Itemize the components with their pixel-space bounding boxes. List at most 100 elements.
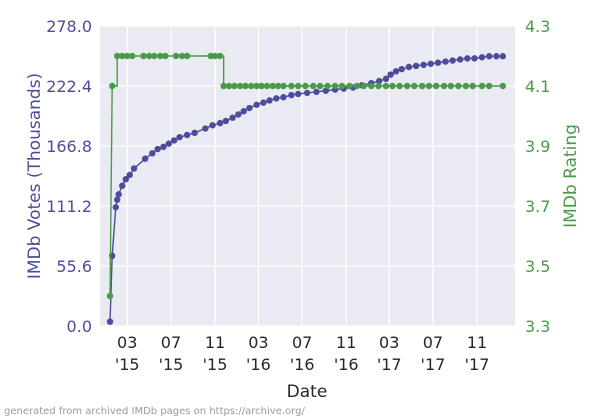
x-tick-label-month: 07 <box>423 333 443 352</box>
votes-point <box>191 129 198 137</box>
rating-point <box>485 82 493 90</box>
rating-point <box>248 82 255 90</box>
votes-point <box>280 94 287 101</box>
votes-point <box>449 57 456 64</box>
votes-point <box>126 171 133 179</box>
rating-point <box>288 82 295 90</box>
votes-point <box>122 176 130 183</box>
votes-point <box>160 143 167 151</box>
y-right-tick-label: 3.7 <box>525 197 550 216</box>
votes-point <box>246 104 253 112</box>
rating-point <box>396 82 403 90</box>
rating-point <box>425 82 433 90</box>
votes-point <box>253 101 260 108</box>
votes-point <box>266 97 273 104</box>
votes-point <box>434 59 442 66</box>
rating-point <box>389 82 396 90</box>
rating-point <box>353 82 361 90</box>
votes-point <box>165 140 173 147</box>
rating-point <box>231 82 238 90</box>
x-tick-label-year: '17 <box>377 355 402 374</box>
rating-point <box>114 52 121 60</box>
votes-point <box>420 61 427 69</box>
x-tick-label-month: 03 <box>117 333 137 352</box>
rating-point <box>368 82 375 90</box>
rating-point <box>310 82 317 90</box>
rating-point <box>220 82 227 90</box>
votes-point <box>442 58 449 65</box>
x-tick-label-month: 07 <box>161 333 181 352</box>
votes-point <box>499 53 507 60</box>
rating-point <box>124 52 131 60</box>
y-left-tick-label: 55.6 <box>56 257 92 276</box>
x-tick-label-year: '15 <box>203 355 228 374</box>
votes-point <box>313 88 320 96</box>
tick-labels: 0.0 55.6 111.2 166.8 222.4 278.0 3.3 3.5 3.7 3.9 4… <box>46 17 550 374</box>
votes-point <box>405 63 413 71</box>
x-tick-label-year: '16 <box>290 355 315 374</box>
votes-point <box>375 77 383 85</box>
votes-point <box>114 196 121 203</box>
votes-point <box>183 131 191 139</box>
votes-point <box>485 53 493 60</box>
rating-point <box>338 82 346 90</box>
rating-point <box>346 82 353 90</box>
y-right-tick-label: 3.3 <box>525 317 550 336</box>
votes-point <box>222 117 229 125</box>
y-right-tick-label: 3.5 <box>525 257 550 276</box>
x-tick-label-year: '15 <box>115 355 140 374</box>
rating-point <box>499 82 507 90</box>
votes-point <box>412 62 420 70</box>
rating-point <box>150 52 158 60</box>
votes-point <box>456 56 464 63</box>
votes-point <box>202 125 209 132</box>
y-right-tick-label: 4.1 <box>525 77 550 96</box>
votes-point <box>106 318 114 325</box>
x-axis-label: Date <box>287 382 328 402</box>
rating-point <box>440 82 448 90</box>
rating-point <box>331 82 339 90</box>
votes-point <box>141 155 149 162</box>
rating-point <box>145 52 153 60</box>
rating-point <box>183 52 191 60</box>
votes-point <box>294 90 302 98</box>
y-left-tick-label: 111.2 <box>46 197 92 216</box>
y-right-tick-label: 3.9 <box>525 137 550 156</box>
votes-point <box>382 75 390 83</box>
x-tick-label-year: '16 <box>334 355 359 374</box>
votes-point <box>229 114 236 121</box>
rating-point <box>157 52 164 60</box>
votes-point <box>240 108 247 115</box>
votes-point <box>392 68 400 75</box>
y-left-tick-label: 278.0 <box>46 17 92 36</box>
rating-point <box>302 82 309 90</box>
votes-point <box>216 119 224 127</box>
rating-point <box>316 82 324 90</box>
rating-point <box>162 52 169 60</box>
rating-point <box>211 52 219 60</box>
rating-point <box>403 82 411 90</box>
votes-point <box>303 89 311 97</box>
rating-point <box>360 82 367 90</box>
votes-point <box>209 122 216 129</box>
rating-point <box>129 52 136 60</box>
votes-point <box>170 137 178 144</box>
y-left-tick-label: 166.8 <box>46 137 92 156</box>
rating-point <box>253 82 260 90</box>
votes-point <box>398 65 405 73</box>
series-layer <box>106 52 507 325</box>
rating-point <box>225 82 233 90</box>
rating-point <box>418 82 426 90</box>
votes-point <box>112 204 119 211</box>
rating-point <box>324 82 331 90</box>
rating-point <box>280 82 287 90</box>
votes-point <box>154 145 161 153</box>
rating-point <box>462 82 470 90</box>
votes-point <box>387 71 394 78</box>
votes-point <box>427 60 434 67</box>
rating-point <box>258 82 265 90</box>
rating-point <box>172 52 180 60</box>
votes-point <box>260 99 267 106</box>
rating-point <box>108 82 116 90</box>
